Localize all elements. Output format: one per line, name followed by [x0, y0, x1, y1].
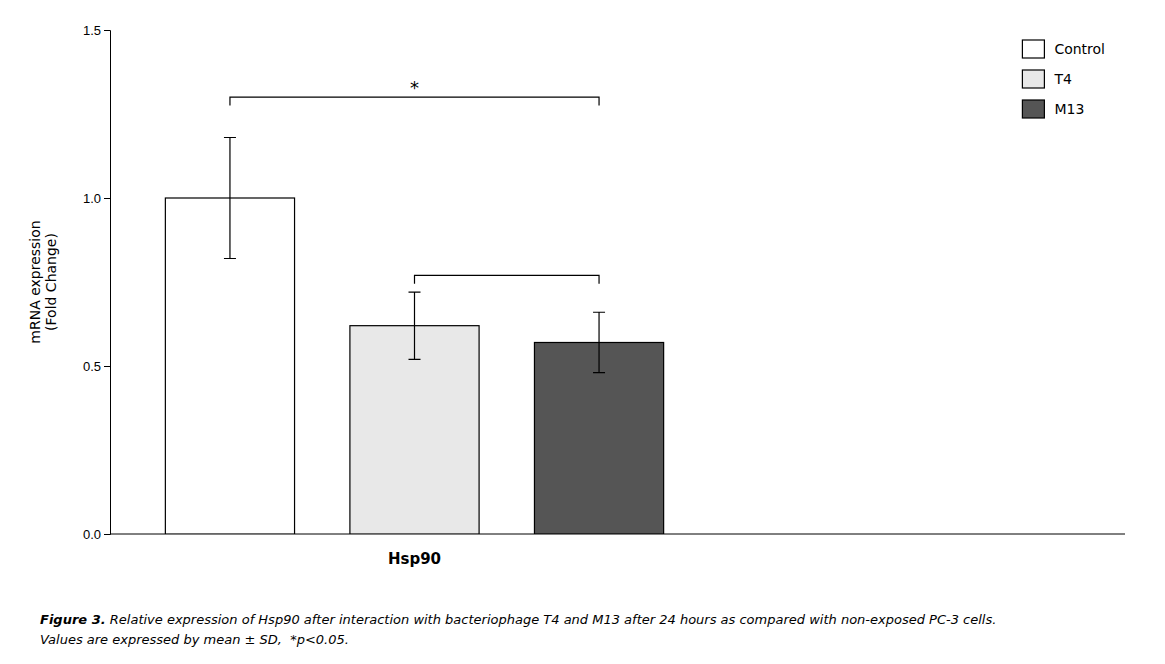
y-axis-title-line: (Fold Change) [43, 233, 59, 331]
y-tick: 0.5 [83, 359, 110, 374]
caption-line: Values are expressed by mean ± SD, *p<0.… [40, 632, 349, 647]
legend-swatch [1022, 100, 1044, 118]
legend-item: M13 [1022, 100, 1084, 118]
legend-label: Control [1054, 41, 1105, 57]
y-axis: 0.0 0.5 1.0 1.5 [83, 23, 111, 542]
y-tick-label: 1.0 [83, 191, 101, 206]
plot: 0.0 0.5 1.0 1.5 * mRNA expression(Fold Change… [27, 23, 1125, 568]
caption-line: Relative expression of Hsp90 after inter… [106, 612, 997, 627]
legend-swatch [1022, 40, 1044, 58]
error-bar [409, 292, 421, 359]
caption: Figure 3. Relative expression of Hsp90 a… [40, 612, 996, 627]
legend: Control T4 M13 [1022, 40, 1105, 118]
error-bar [593, 312, 605, 372]
y-axis-line [104, 31, 111, 535]
significance-label: * [410, 77, 419, 98]
y-tick-mark [104, 366, 110, 367]
legend-label: M13 [1054, 101, 1084, 117]
y-tick: 1.5 [83, 23, 110, 38]
y-tick-label: 0.5 [83, 359, 101, 374]
y-axis-title-line: mRNA expression [27, 220, 43, 343]
y-tick: 0.0 [83, 527, 110, 542]
y-tick-mark [104, 198, 110, 199]
significance-bracket [415, 275, 600, 283]
x-axis-title: Hsp90 [388, 550, 441, 568]
chart: 0.0 0.5 1.0 1.5 * mRNA expression(Fold Change… [0, 0, 1165, 664]
caption-title: Figure 3. [40, 612, 106, 627]
y-tick-mark [104, 534, 110, 535]
error-bar [224, 138, 236, 259]
legend-swatch [1022, 70, 1044, 88]
legend-item: T4 [1022, 70, 1072, 88]
y-tick-label: 0.0 [83, 527, 101, 542]
legend-label: T4 [1053, 71, 1072, 87]
y-tick: 1.0 [83, 191, 110, 206]
significance-bracket [230, 97, 599, 105]
marks [165, 97, 663, 534]
legend-item: Control [1022, 40, 1105, 58]
y-tick-mark [104, 30, 110, 31]
y-axis-title: mRNA expression(Fold Change) [27, 220, 60, 343]
y-tick-label: 1.5 [83, 23, 101, 38]
